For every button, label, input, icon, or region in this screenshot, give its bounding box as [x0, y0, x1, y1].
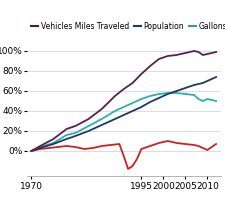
Legend: Vehicles Miles Traveled, Population, Gallons, Gas Tax Revenues (20: Vehicles Miles Traveled, Population, Gal… — [31, 22, 225, 31]
